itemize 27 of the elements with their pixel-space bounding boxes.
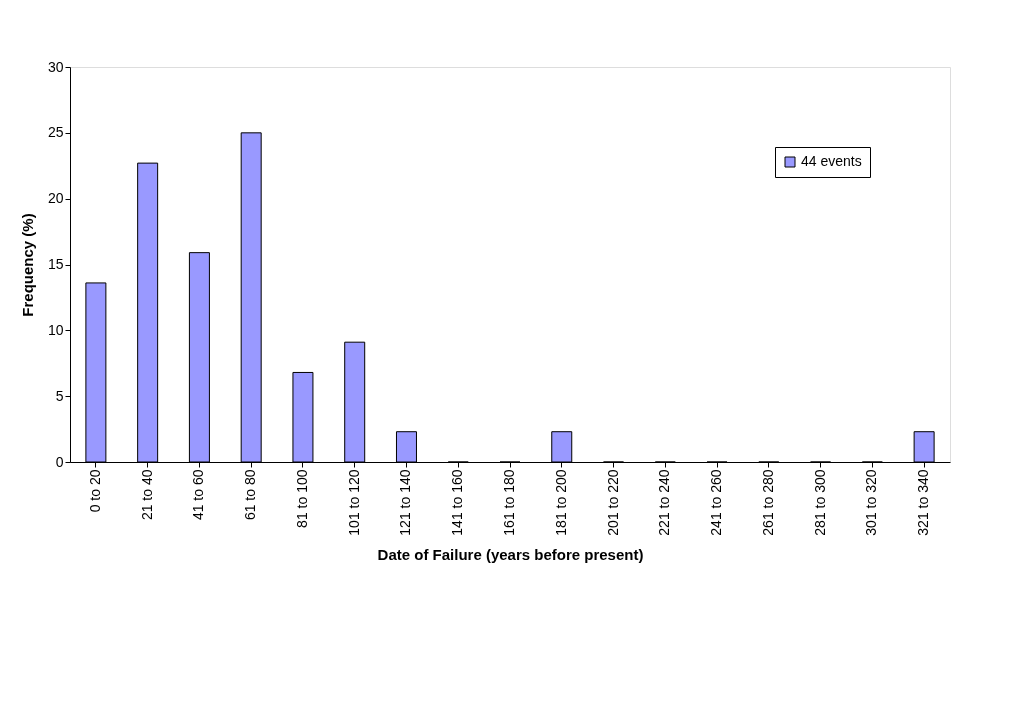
x-tick-label: 101 to 120 [345, 469, 362, 536]
y-tick-label: 10 [47, 321, 64, 338]
x-tick-label: 81 to 100 [293, 469, 310, 528]
x-tick-label: 281 to 300 [811, 469, 828, 536]
legend-label: 44 events [801, 153, 862, 169]
x-tick-label: 41 to 60 [190, 469, 207, 521]
y-tick-label: 25 [47, 124, 64, 141]
x-tick-label: 61 to 80 [242, 469, 259, 521]
x-tick-label: 321 to 340 [915, 469, 932, 536]
x-tick-label: 121 to 140 [397, 469, 414, 536]
x-tick-label: 261 to 280 [759, 469, 776, 536]
x-tick-label: 141 to 160 [449, 469, 466, 536]
y-tick-label: 30 [47, 58, 64, 75]
y-tick-label: 0 [55, 453, 64, 470]
x-tick-label: 301 to 320 [863, 469, 880, 536]
y-tick-label: 20 [47, 190, 64, 207]
x-tick-label: 0 to 20 [86, 469, 103, 513]
y-tick-label: 15 [47, 256, 64, 272]
y-tick-label: 5 [55, 387, 64, 404]
y-axis-title: Frequency (%) [18, 213, 36, 317]
x-tick-label: 21 to 40 [138, 469, 155, 521]
x-tick-label: 241 to 260 [708, 469, 725, 536]
x-tick-label: 161 to 180 [501, 469, 517, 536]
x-axis-title: Date of Failure (years before present) [377, 545, 644, 563]
x-tick-label: 221 to 240 [656, 469, 673, 536]
x-tick-label: 181 to 200 [552, 469, 569, 536]
x-tick-label: 201 to 220 [604, 469, 621, 536]
